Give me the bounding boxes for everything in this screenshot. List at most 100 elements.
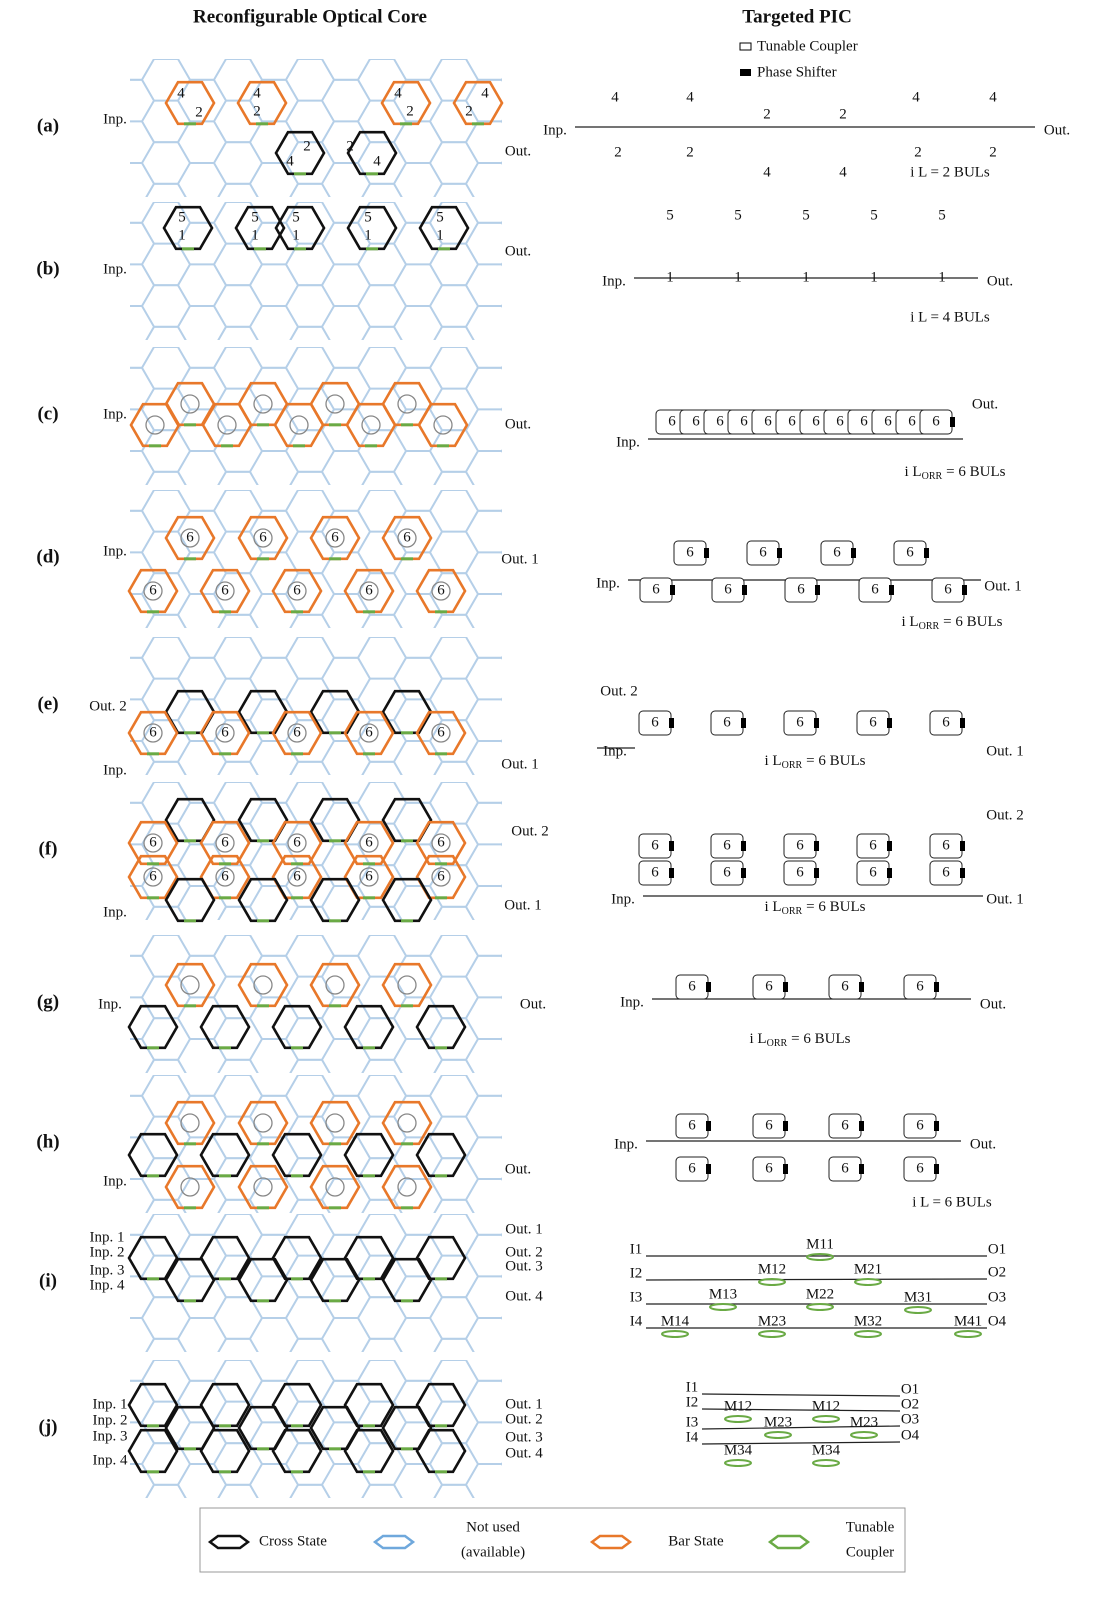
- core-label: 2: [346, 138, 354, 154]
- caption-sub: ORR: [919, 621, 940, 632]
- pic-label: 6: [916, 978, 924, 994]
- pic-label: 6: [688, 1160, 696, 1176]
- used-cell: [166, 1259, 214, 1301]
- core-label: 6: [403, 529, 411, 545]
- used-cell: [273, 1006, 321, 1048]
- row-label: (b): [36, 258, 59, 279]
- used-cell: [166, 964, 214, 1006]
- pic-label: 2: [989, 144, 997, 160]
- ring-arrow: [290, 416, 308, 434]
- tunable-coupler: [662, 1331, 688, 1337]
- used-cell: [239, 383, 287, 425]
- pic-label: I4: [686, 1429, 699, 1445]
- ring-arrow: [181, 1114, 199, 1132]
- pic-label: O1: [988, 1241, 1006, 1257]
- pic-label: 1: [734, 269, 742, 285]
- row-label: (g): [37, 991, 59, 1012]
- used-cell: [166, 383, 214, 425]
- pic-label: Out.: [1044, 122, 1070, 138]
- core-label: 6: [293, 582, 301, 598]
- phase-shifter: [706, 1121, 711, 1131]
- tunable-coupler: [807, 1304, 833, 1310]
- core-label: Out.: [520, 996, 546, 1012]
- coupler-icon: [740, 43, 751, 50]
- used-cell: [273, 1430, 321, 1472]
- pic-legend-label: Tunable Coupler: [757, 38, 858, 54]
- tunable-coupler: [855, 1279, 881, 1285]
- pic-label: 2: [763, 106, 771, 122]
- used-cell: [311, 1166, 359, 1208]
- pic-label: Out.: [972, 396, 998, 412]
- pic-label: O4: [901, 1427, 920, 1443]
- core-label: 6: [365, 834, 373, 850]
- core-label: 6: [365, 868, 373, 884]
- phase-shifter: [887, 868, 892, 878]
- core-label: Inp.: [103, 543, 127, 559]
- row-label: (e): [37, 693, 58, 714]
- unused-mesh: [70, 1013, 550, 1283]
- pic-label: O1: [901, 1381, 919, 1397]
- caption-rest: = 6 BULs: [791, 1031, 850, 1047]
- core-label: Out. 2: [89, 698, 127, 714]
- used-cell: [311, 799, 359, 841]
- core-label: Out. 1: [504, 897, 542, 913]
- tunable-coupler: [710, 1304, 736, 1310]
- pic-label: M12: [758, 1261, 786, 1277]
- caption-sub: ORR: [767, 1038, 788, 1049]
- used-cell: [239, 1407, 287, 1449]
- core-label: 6: [186, 529, 194, 545]
- caption: i LORR= 6 BULs: [765, 753, 866, 771]
- phase-shifter: [960, 868, 965, 878]
- core-label: 1: [178, 227, 186, 243]
- pic-label: 6: [916, 1117, 924, 1133]
- tunable-coupler: [813, 1416, 839, 1422]
- used-cell: [345, 1006, 393, 1048]
- pic-label: I2: [630, 1265, 643, 1281]
- used-cell: [201, 1430, 249, 1472]
- pic-label: Out. 1: [986, 743, 1024, 759]
- row-label: (d): [36, 546, 59, 567]
- pic-label: I1: [686, 1379, 699, 1395]
- ring-arrow: [254, 1114, 272, 1132]
- pic-label: 6: [797, 581, 805, 597]
- pic-label: Inp.: [602, 273, 626, 289]
- used-cell: [239, 964, 287, 1006]
- row-label: (h): [36, 1131, 59, 1152]
- pic-label: Inp.: [616, 434, 640, 450]
- used-cell: [383, 964, 431, 1006]
- core-label: Out. 2: [511, 823, 549, 839]
- pic-label: 6: [759, 544, 767, 560]
- row-label: (c): [37, 403, 58, 424]
- phase-shifter: [814, 718, 819, 728]
- pic-label: 6: [796, 837, 804, 853]
- pic-label: 2: [614, 144, 622, 160]
- phase-shifter: [777, 548, 782, 558]
- phase-shifter: [889, 585, 894, 595]
- caption: i LORR= 6 BULs: [902, 614, 1003, 632]
- ring-arrow: [326, 1114, 344, 1132]
- legend-label: Cross State: [259, 1533, 327, 1549]
- row-label: (j): [39, 1416, 58, 1437]
- core-label: 6: [221, 582, 229, 598]
- core-label: 5: [436, 209, 444, 225]
- used-cell: [166, 82, 214, 124]
- core-label: 4: [177, 85, 185, 101]
- ring-arrow: [254, 976, 272, 994]
- phase-shifter: [704, 548, 709, 558]
- used-cell: [348, 132, 396, 174]
- core-label: 6: [293, 868, 301, 884]
- pic-label: M14: [661, 1313, 690, 1329]
- caption-text: i L: [902, 614, 919, 630]
- pic-label: 6: [871, 581, 879, 597]
- used-cell: [239, 799, 287, 841]
- row-label: (a): [37, 115, 59, 136]
- phase-shifter: [706, 982, 711, 992]
- core-label: Out. 1: [501, 756, 539, 772]
- ring-arrow: [398, 1114, 416, 1132]
- core-label: 4: [481, 85, 489, 101]
- pic-label: Inp.: [603, 743, 627, 759]
- pic-label: M34: [724, 1442, 753, 1458]
- pic-label: 6: [942, 864, 950, 880]
- core-label: 2: [465, 103, 473, 119]
- core-label: 6: [293, 724, 301, 740]
